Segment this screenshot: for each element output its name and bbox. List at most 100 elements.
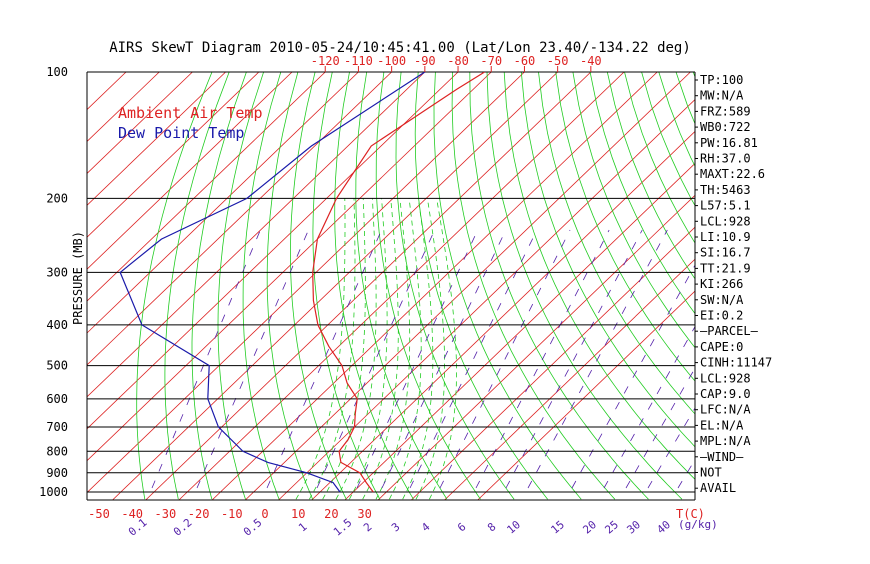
mixing-ratio-tick-label: 4 [419, 520, 433, 534]
mixing-ratio-tick-label: 20 [580, 518, 599, 536]
bottom-temp-tick-label: 0 [261, 507, 268, 521]
top-temp-tick-label: -100 [377, 54, 406, 68]
mixing-ratio-line [382, 230, 506, 488]
sounding-index: LI:10.9 [700, 230, 751, 244]
pressure-tick-label: 100 [46, 65, 68, 79]
mixing-ratio-line [506, 230, 642, 488]
sounding-index: MAXT:22.6 [700, 167, 765, 181]
bottom-temp-tick-label: 30 [357, 507, 371, 521]
sounding-index: EI:0.2 [700, 309, 743, 323]
sounding-index: CAP:9.0 [700, 387, 751, 401]
sounding-index: SW:N/A [700, 293, 744, 307]
sounding-index: RH:37.0 [700, 152, 751, 166]
pressure-tick-label: 700 [46, 420, 68, 434]
sounding-index: KI:266 [700, 277, 743, 291]
sounding-index: —WIND— [700, 450, 744, 464]
moist-adiabat-line [336, 198, 376, 499]
dry-adiabat-line [556, 72, 817, 499]
pressure-tick-label: 800 [46, 444, 68, 458]
sounding-index: LCL:928 [700, 371, 751, 385]
top-temp-tick-label: -110 [344, 54, 373, 68]
mixing-ratio-tick-label: 40 [654, 518, 673, 536]
top-temp-tick-label: -40 [580, 54, 602, 68]
mixing-ratio-line [440, 230, 570, 488]
dry-adiabat-line [415, 72, 547, 499]
bottom-temp-tick-label: -20 [188, 507, 210, 521]
mixing-ratio-tick-label: 6 [455, 520, 468, 534]
mixing-ratio-unit-label: (g/kg) [678, 518, 718, 531]
sounding-index: AVAIL [700, 481, 736, 495]
sounding-index: LFC:N/A [700, 403, 751, 417]
top-temp-tick-label: -60 [514, 54, 536, 68]
top-temp-tick-label: -90 [414, 54, 436, 68]
bottom-temp-tick-label: -50 [88, 507, 110, 521]
sounding-index: CINH:11147 [700, 356, 772, 370]
moist-adiabat-line [403, 198, 433, 499]
mixing-ratio-tick-label: 15 [548, 518, 567, 536]
dry-adiabat-line [745, 72, 870, 499]
mixing-ratio-tick-label: 3 [389, 520, 402, 534]
dry-adiabat-line [487, 72, 682, 499]
pressure-tick-label: 1000 [39, 485, 68, 499]
sounding-index: TH:5463 [700, 183, 751, 197]
isotherm-line [46, 72, 491, 500]
bottom-temp-tick-label: -30 [155, 507, 177, 521]
mixing-ratio-line [528, 230, 667, 488]
mixing-ratio-tick-label: 25 [602, 518, 621, 536]
pressure-tick-label: 300 [46, 265, 68, 279]
mixing-ratio-line [197, 230, 308, 488]
pressure-tick-label: 600 [46, 392, 68, 406]
pressure-tick-label: 200 [46, 191, 68, 205]
dry-adiabat-line [291, 72, 347, 499]
mixing-ratio-line [410, 230, 537, 488]
y-axis-label: PRESSURE (MB) [71, 231, 85, 325]
top-temp-tick-label: -120 [311, 54, 340, 68]
mixing-ratio-tick-label: 30 [624, 518, 643, 536]
dry-adiabat-line [762, 72, 870, 499]
sounding-index: FRZ:589 [700, 104, 751, 118]
mixing-ratio-tick-label: 1 [296, 520, 309, 534]
dry-adiabat-line [243, 72, 281, 499]
pressure-tick-label: 900 [46, 466, 68, 480]
dry-adiabat-line [396, 72, 514, 499]
pressure-tick-label: 400 [46, 318, 68, 332]
sounding-index: L57:5.1 [700, 199, 751, 213]
dry-adiabat-line [470, 72, 649, 499]
isotherm-line [312, 72, 757, 500]
sounding-index: TT:21.9 [700, 261, 751, 275]
isotherm-line [179, 72, 624, 500]
legend-ambient-air-temp: Ambient Air Temp [118, 104, 263, 122]
top-temp-tick-label: -70 [480, 54, 502, 68]
sounding-index: LCL:928 [700, 214, 751, 228]
sounding-index: MPL:N/A [700, 434, 751, 448]
mixing-ratio-line [572, 230, 714, 488]
bottom-temp-tick-label: 20 [324, 507, 338, 521]
isotherm-line [279, 72, 724, 500]
sounding-index: NOT [700, 466, 722, 480]
sounding-index: TP:100 [700, 73, 743, 87]
sounding-index: MW:N/A [700, 89, 744, 103]
mixing-ratio-tick-label: 8 [485, 520, 498, 534]
sounding-index: PW:16.81 [700, 136, 758, 150]
mixing-ratio-tick-label: 10 [504, 518, 523, 536]
dry-adiabat-line [267, 72, 312, 499]
top-temp-tick-label: -80 [447, 54, 469, 68]
mixing-ratio-tick-label: 2 [361, 520, 374, 534]
isotherm-line [0, 72, 126, 500]
dry-adiabat-line [779, 72, 870, 499]
legend-dew-point-temp: Dew Point Temp [118, 124, 244, 142]
sounding-index: CAPE:0 [700, 340, 743, 354]
sounding-index: SI:16.7 [700, 246, 751, 260]
sounding-index: WB0:722 [700, 120, 751, 134]
mixing-ratio-line [152, 230, 260, 488]
pressure-tick-label: 500 [46, 359, 68, 373]
top-temp-tick-label: -50 [547, 54, 569, 68]
isotherm-line [212, 72, 657, 500]
bottom-temp-tick-label: -10 [221, 507, 243, 521]
sounding-index: —PARCEL— [700, 324, 759, 338]
bottom-temp-tick-label: 10 [291, 507, 305, 521]
isotherm-line [478, 72, 870, 500]
sounding-index: EL:N/A [700, 418, 744, 432]
